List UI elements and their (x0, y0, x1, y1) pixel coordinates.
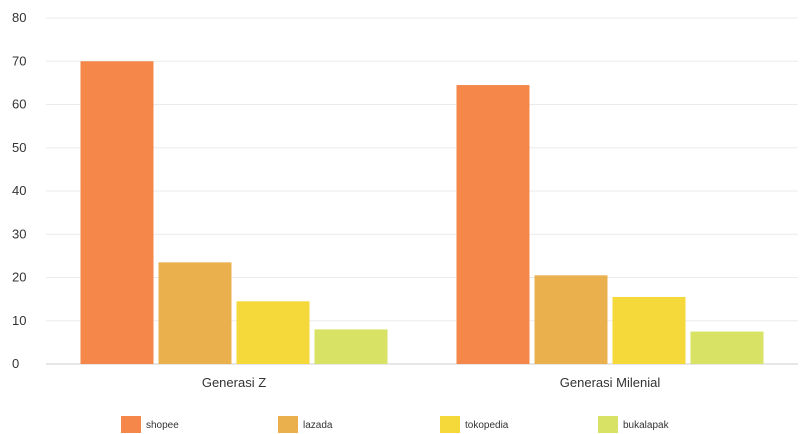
legend-swatch (278, 416, 298, 433)
bar-bukalapak-generasi-milenial[interactable] (690, 331, 764, 364)
bar-bukalapak-generasi-z[interactable] (314, 329, 388, 364)
x-category-label: Generasi Z (202, 375, 266, 390)
y-tick-label: 70 (12, 53, 26, 68)
y-axis: 0 10 20 30 40 50 60 70 80 (12, 10, 26, 371)
x-category-label: Generasi Milenial (560, 375, 661, 390)
bar-tokopedia-generasi-z[interactable] (236, 301, 310, 364)
legend: shopee lazada tokopedia bukalapak (121, 416, 670, 433)
legend-swatch (440, 416, 460, 433)
legend-label: shopee (146, 420, 179, 431)
legend-item-bukalapak[interactable]: bukalapak (598, 416, 670, 433)
legend-label: tokopedia (465, 420, 509, 431)
y-tick-label: 40 (12, 183, 26, 198)
bar-tokopedia-generasi-milenial[interactable] (612, 296, 686, 364)
legend-label: bukalapak (623, 420, 670, 431)
bars-layer (80, 61, 764, 364)
legend-item-shopee[interactable]: shopee (121, 416, 179, 433)
legend-label: lazada (303, 420, 333, 431)
legend-item-lazada[interactable]: lazada (278, 416, 333, 433)
y-tick-label: 20 (12, 270, 26, 285)
y-tick-label: 80 (12, 10, 26, 25)
y-tick-label: 10 (12, 313, 26, 328)
bar-lazada-generasi-milenial[interactable] (534, 275, 608, 364)
legend-item-tokopedia[interactable]: tokopedia (440, 416, 509, 433)
y-tick-label: 30 (12, 226, 26, 241)
bar-shopee-generasi-z[interactable] (80, 61, 154, 364)
legend-swatch (121, 416, 141, 433)
y-tick-label: 60 (12, 97, 26, 112)
bar-shopee-generasi-milenial[interactable] (456, 85, 530, 364)
bar-lazada-generasi-z[interactable] (158, 262, 232, 364)
x-axis: Generasi Z Generasi Milenial (202, 375, 660, 390)
legend-swatch (598, 416, 618, 433)
y-tick-label: 0 (12, 356, 19, 371)
y-tick-label: 50 (12, 140, 26, 155)
